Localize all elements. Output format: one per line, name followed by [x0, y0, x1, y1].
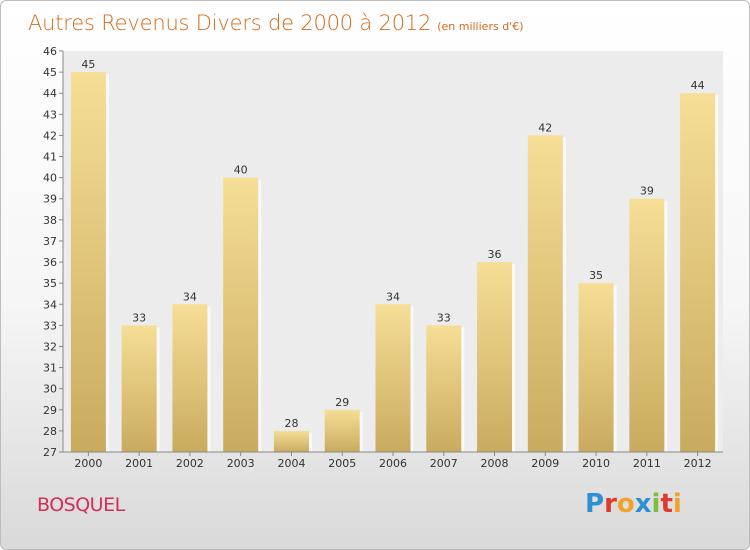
y-tick-label: 28	[43, 425, 57, 438]
x-tick-label: 2001	[125, 457, 153, 470]
proxiti-logo[interactable]: Proxiti	[585, 489, 682, 519]
bar-2003[interactable]	[223, 177, 259, 452]
x-tick-label: 2011	[633, 457, 661, 470]
bar-2010[interactable]	[578, 283, 614, 452]
y-axis: 27 28 29 30 31 32 33 34 35 36 37 38 39 40 41 42 43 44 45 46	[43, 45, 64, 459]
y-tick-label: 38	[43, 214, 57, 227]
bar-2006[interactable]	[375, 304, 411, 452]
chart-title-text: Autres Revenus Divers de 2000 à 2012	[28, 11, 432, 35]
chart-subtitle: (en milliers d'€)	[437, 20, 524, 33]
x-tick-label: 2008	[481, 457, 509, 470]
x-tick-label: 2002	[176, 457, 204, 470]
logo-letter: o	[616, 489, 635, 519]
y-tick-label: 43	[43, 108, 57, 121]
logo-letter: r	[604, 489, 617, 519]
y-tick-label: 31	[43, 362, 57, 375]
bar-2009[interactable]	[527, 135, 563, 452]
y-tick-label: 34	[43, 298, 57, 311]
x-tick-label: 2007	[430, 457, 458, 470]
x-tick-label: 2003	[227, 457, 255, 470]
bars	[70, 72, 719, 453]
place-name: BOSQUEL	[37, 494, 125, 516]
bar-2007[interactable]	[426, 325, 462, 452]
y-tick-label: 35	[43, 277, 57, 290]
bar-2008[interactable]	[477, 262, 513, 452]
y-tick-label: 29	[43, 404, 57, 417]
y-tick-label: 42	[43, 129, 57, 142]
data-label-2000: 45	[81, 58, 95, 71]
y-tick-label: 41	[43, 151, 57, 164]
y-tick-label: 45	[43, 66, 57, 79]
x-tick-label: 2006	[379, 457, 407, 470]
bar-2001[interactable]	[121, 325, 157, 452]
x-tick-label: 2000	[74, 457, 102, 470]
y-tick-label: 32	[43, 340, 57, 353]
logo-letter: i	[672, 489, 682, 519]
bar-2000[interactable]	[70, 72, 106, 453]
data-label-2004: 28	[284, 417, 298, 430]
data-label-2012: 44	[691, 79, 705, 92]
bar-2002[interactable]	[172, 304, 208, 452]
y-tick-label: 27	[43, 446, 57, 459]
x-axis: 2000 2001 2002 2003 2004 2005 2006 2007 2008 2009…	[63, 451, 723, 470]
data-label-2009: 42	[538, 121, 552, 134]
data-label-2002: 34	[183, 290, 197, 303]
logo-letter: x	[634, 489, 652, 519]
bar-2004[interactable]	[273, 430, 309, 452]
logo-letter: P	[585, 489, 605, 519]
data-label-2008: 36	[488, 248, 502, 261]
x-tick-label: 2010	[582, 457, 610, 470]
bar-2012[interactable]	[680, 93, 716, 453]
data-label-2003: 40	[234, 164, 248, 177]
y-tick-label: 39	[43, 193, 57, 206]
y-tick-label: 30	[43, 383, 57, 396]
x-tick-label: 2004	[277, 457, 305, 470]
data-label-2010: 35	[589, 269, 603, 282]
chart-title: Autres Revenus Divers de 2000 à 2012 (en …	[28, 11, 523, 35]
data-labels: 45 33 34 40 28 29 34 33 36 42 35 39 44	[81, 58, 704, 430]
y-tick-label: 37	[43, 235, 57, 248]
y-tick-label: 36	[43, 256, 57, 269]
logo-letter: i	[651, 489, 661, 519]
y-tick-label: 33	[43, 319, 57, 332]
x-tick-label: 2012	[684, 457, 712, 470]
data-label-2005: 29	[335, 396, 349, 409]
y-tick-label: 44	[43, 87, 57, 100]
y-tick-label: 46	[43, 45, 57, 58]
data-label-2007: 33	[437, 311, 451, 324]
logo-letter: t	[660, 489, 673, 519]
y-tick-label: 40	[43, 172, 57, 185]
x-tick-label: 2005	[328, 457, 356, 470]
bar-2005[interactable]	[324, 409, 360, 452]
data-label-2006: 34	[386, 290, 400, 303]
data-label-2001: 33	[132, 311, 146, 324]
data-label-2011: 39	[640, 185, 654, 198]
x-tick-label: 2009	[531, 457, 559, 470]
bar-2011[interactable]	[629, 198, 665, 452]
